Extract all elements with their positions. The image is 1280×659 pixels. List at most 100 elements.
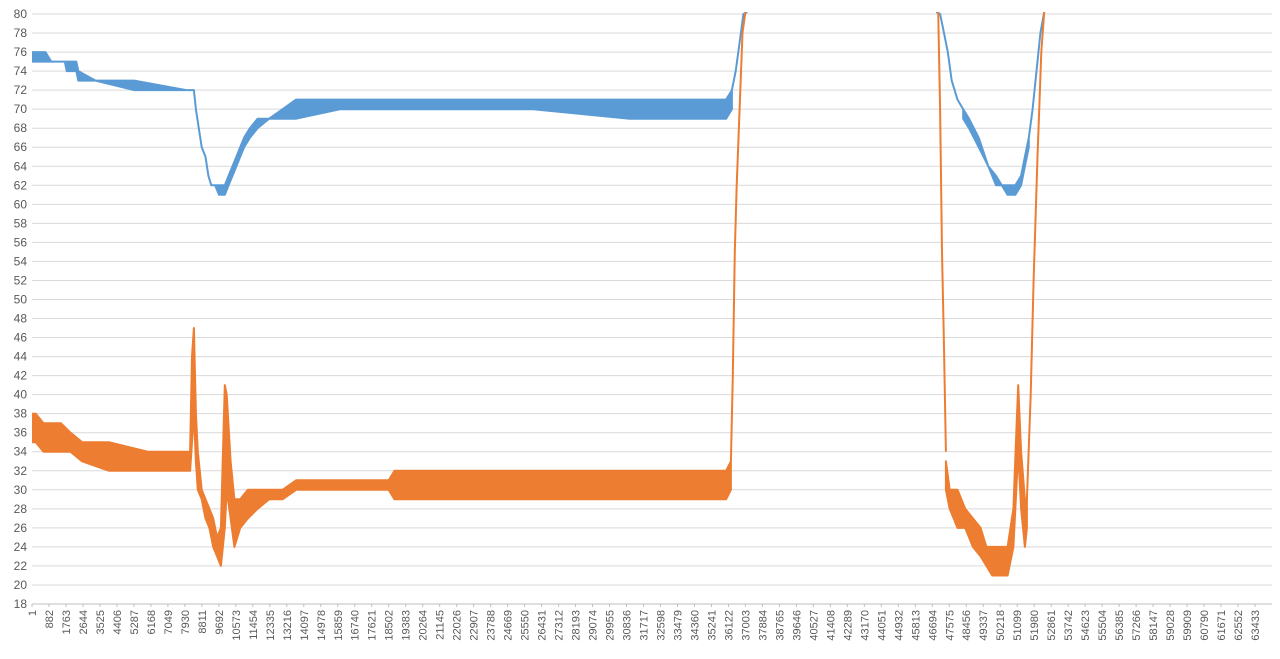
x-tick-label: 15859 [333, 610, 345, 641]
series-1-line [1025, 12, 1046, 500]
x-tick-label: 45813 [910, 610, 922, 641]
x-tick-label: 9692 [214, 610, 226, 634]
x-tick-label: 27312 [554, 610, 566, 641]
x-tick-label: 43170 [859, 610, 871, 641]
series-0-band [32, 51, 733, 196]
series-0-line [1027, 12, 1046, 138]
y-tick-label: 20 [14, 578, 28, 592]
x-tick-label: 32598 [655, 610, 667, 641]
x-tick-label: 55504 [1097, 610, 1109, 641]
x-tick-label: 51099 [1012, 610, 1024, 641]
series-lines [32, 12, 1046, 577]
y-tick-label: 74 [14, 64, 28, 78]
x-tick-label: 53742 [1063, 610, 1075, 641]
y-axis-tick-labels: 18 20 22 24 26 28 30 32 34 36 38 40 42 44 46 48 50 52 54 56… [14, 7, 28, 611]
x-tick-label: 44051 [876, 610, 888, 641]
series-1-line [729, 12, 747, 462]
y-tick-label: 42 [14, 369, 28, 383]
x-tick-label: 3525 [95, 610, 107, 634]
y-tick-label: 70 [14, 102, 28, 116]
y-tick-label: 80 [14, 7, 28, 21]
x-tick-label: 50218 [995, 610, 1007, 641]
x-tick-label: 22026 [452, 610, 464, 641]
x-tick-label: 34360 [689, 610, 701, 641]
x-tick-label: 38765 [774, 610, 786, 641]
series-0-line [730, 12, 748, 91]
x-tick-label: 63433 [1250, 610, 1262, 641]
y-tick-label: 30 [14, 483, 28, 497]
x-tick-label: 40527 [808, 610, 820, 641]
y-tick-label: 50 [14, 292, 28, 306]
x-tick-label: 22907 [469, 610, 481, 641]
series-0-line [935, 12, 965, 110]
x-tick-label: 57266 [1131, 610, 1143, 641]
x-tick-label: 37003 [740, 610, 752, 641]
x-tick-label: 18502 [384, 610, 396, 641]
x-tick-label: 11454 [248, 610, 260, 640]
x-tick-label: 1763 [61, 610, 73, 634]
x-tick-label: 60790 [1199, 610, 1211, 641]
x-tick-label: 35241 [706, 610, 718, 641]
x-tick-label: 42289 [842, 610, 854, 641]
x-tick-label: 30836 [622, 610, 634, 641]
x-tick-label: 26431 [537, 610, 549, 641]
x-tick-label: 23788 [486, 610, 498, 641]
y-tick-label: 36 [14, 426, 28, 440]
x-tick-label: 882 [44, 610, 56, 628]
y-tick-label: 68 [14, 121, 28, 135]
x-tick-label: 13216 [282, 610, 294, 641]
x-tick-label: 28193 [571, 610, 583, 641]
x-tick-label: 21145 [435, 610, 447, 640]
x-tick-label: 48456 [961, 610, 973, 641]
y-tick-label: 60 [14, 197, 28, 211]
x-tick-label: 2644 [78, 610, 90, 634]
series-1-band [944, 384, 1028, 577]
series-1-band [32, 327, 732, 567]
x-tick-label: 29074 [588, 610, 600, 641]
x-tick-label: 14097 [299, 610, 311, 641]
x-axis-tick-labels: 1 882 1763 2644 3525 4406 5287 6168 7049 7930 8811… [27, 604, 1262, 641]
y-tick-label: 76 [14, 45, 28, 59]
series-0-band [962, 108, 1030, 196]
x-tick-label: 54623 [1080, 610, 1092, 641]
y-tick-label: 46 [14, 331, 28, 345]
x-tick-label: 41408 [825, 610, 837, 641]
y-tick-label: 58 [14, 216, 28, 230]
x-tick-label: 24669 [503, 610, 515, 641]
x-tick-label: 59028 [1165, 610, 1177, 641]
y-tick-label: 56 [14, 235, 28, 249]
y-tick-label: 24 [14, 540, 28, 554]
x-tick-label: 36122 [723, 610, 735, 641]
x-tick-label: 10573 [231, 610, 243, 641]
y-tick-label: 38 [14, 407, 28, 421]
y-tick-label: 72 [14, 83, 28, 97]
y-tick-label: 64 [14, 159, 28, 173]
y-tick-label: 22 [14, 559, 28, 573]
x-tick-label: 14978 [316, 610, 328, 641]
y-tick-label: 66 [14, 140, 28, 154]
x-tick-label: 47575 [944, 610, 956, 641]
x-tick-label: 19383 [401, 610, 413, 641]
y-tick-label: 52 [14, 273, 28, 287]
x-tick-label: 58147 [1148, 610, 1160, 641]
x-tick-label: 25550 [520, 610, 532, 641]
x-tick-label: 52861 [1046, 610, 1058, 641]
x-tick-label: 56385 [1114, 610, 1126, 641]
x-tick-label: 20264 [418, 610, 430, 641]
y-tick-label: 28 [14, 502, 28, 516]
y-tick-label: 18 [14, 597, 28, 611]
x-tick-label: 29955 [605, 610, 617, 641]
x-tick-label: 8811 [197, 610, 209, 634]
y-tick-label: 48 [14, 312, 28, 326]
x-tick-label: 37884 [757, 610, 769, 641]
x-tick-label: 31717 [639, 610, 651, 641]
x-tick-label: 1 [27, 610, 39, 616]
x-tick-label: 12335 [265, 610, 277, 641]
y-tick-label: 32 [14, 464, 28, 478]
x-tick-label: 17621 [367, 610, 379, 641]
x-tick-label: 51980 [1029, 610, 1041, 641]
x-tick-label: 5287 [129, 610, 141, 634]
y-tick-label: 44 [14, 350, 28, 364]
